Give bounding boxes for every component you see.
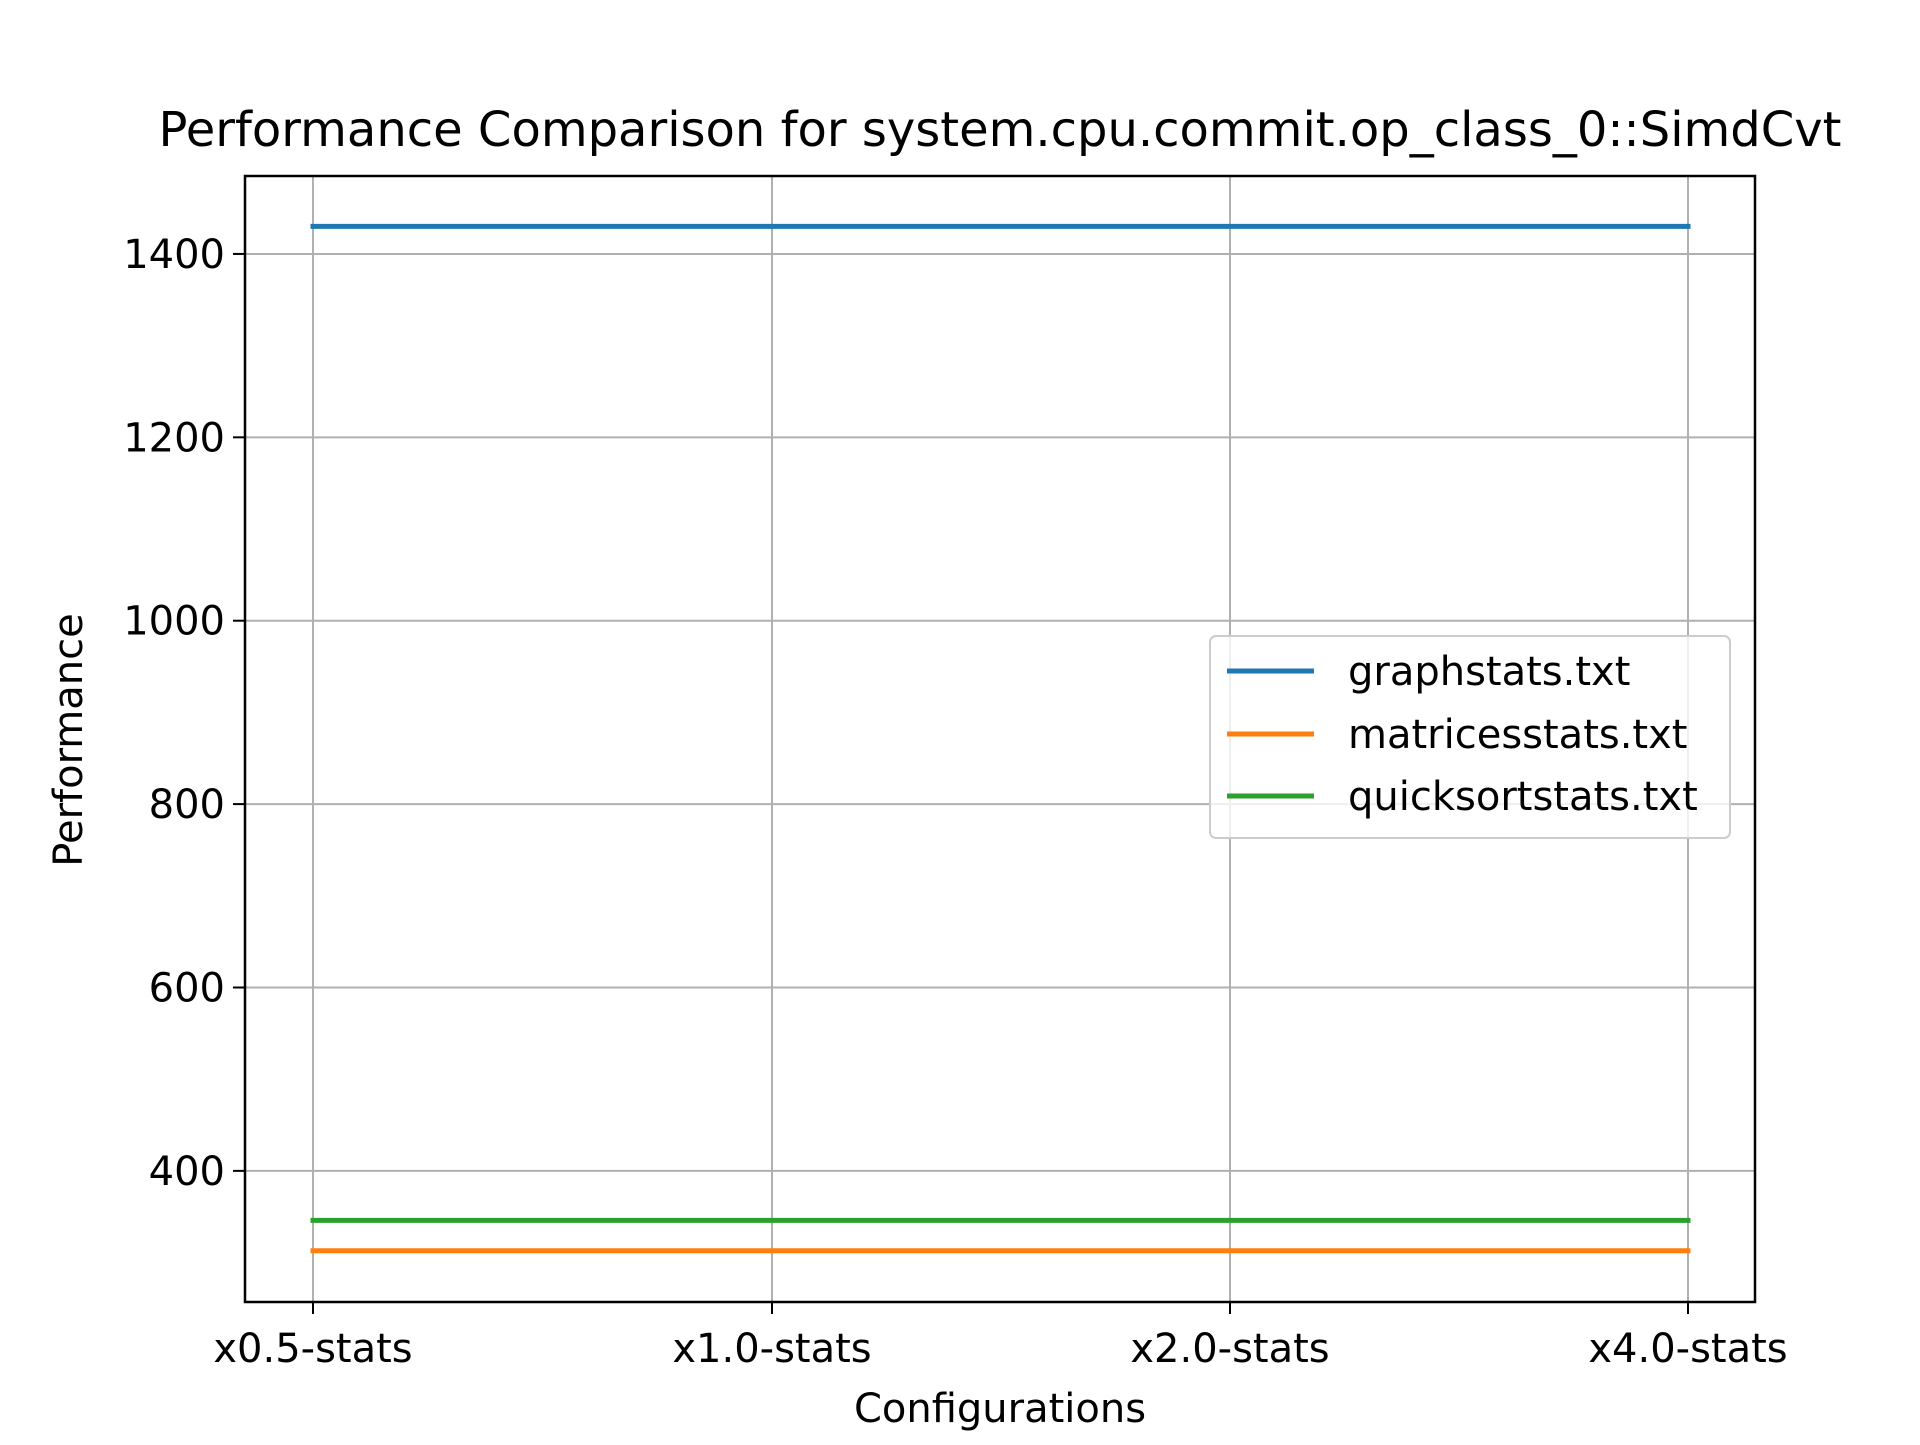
legend-label: matricesstats.txt [1348, 712, 1687, 758]
y-tick-label: 600 [149, 965, 225, 1011]
y-axis-label: Performance [46, 613, 92, 866]
legend: graphstats.txt matricesstats.txt quicksort… [1209, 635, 1731, 839]
chart-title: Performance Comparison for system.cpu.co… [159, 102, 1842, 158]
x-axis-ticks: x0.5-stats x1.0-stats x2.0-stats x4.0-stats [213, 1302, 1788, 1372]
x-axis-label: Configurations [854, 1386, 1146, 1432]
y-tick-label: 400 [149, 1149, 225, 1195]
series-lines [310, 223, 1691, 1254]
legend-box [1209, 635, 1731, 839]
y-tick-label: 800 [149, 782, 225, 828]
x-tick-label: x4.0-stats [1588, 1326, 1787, 1372]
y-tick-label: 1200 [123, 415, 225, 461]
x-tick-label: x0.5-stats [213, 1326, 412, 1372]
grid [245, 176, 1755, 1302]
legend-label: graphstats.txt [1348, 649, 1630, 695]
y-axis-ticks: 400 600 800 1000 1200 1400 [123, 232, 245, 1195]
legend-label: quicksortstats.txt [1348, 774, 1698, 820]
plot-area-frame [243, 174, 1757, 1304]
y-tick-label: 1400 [123, 232, 225, 278]
x-tick-label: x1.0-stats [672, 1326, 871, 1372]
y-tick-label: 1000 [123, 599, 225, 645]
x-tick-label: x2.0-stats [1130, 1326, 1329, 1372]
